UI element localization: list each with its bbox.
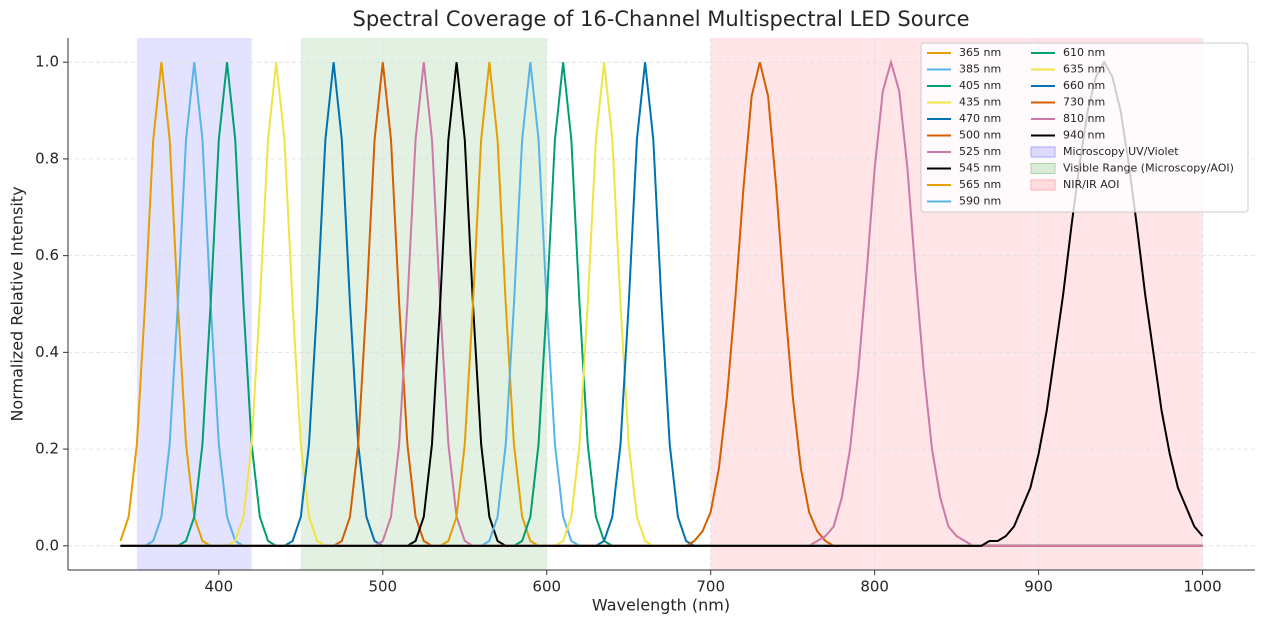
x-tick-label: 400	[205, 578, 234, 596]
legend-label: 525 nm	[959, 145, 1001, 158]
y-tick-label: 0.6	[35, 246, 59, 264]
legend-label: 500 nm	[959, 129, 1001, 142]
legend-swatch	[1030, 179, 1056, 191]
legend-label: 565 nm	[959, 178, 1001, 191]
spectrum-line	[120, 62, 1203, 547]
y-tick-label: 0.8	[35, 149, 59, 167]
spectrum-line	[120, 61, 1203, 547]
legend: 365 nm 385 nm 405 nm 435 nm 470 nm 500 nm 525 …	[920, 42, 1249, 213]
spectrum-line	[120, 62, 1203, 547]
spectrum-line	[120, 62, 1203, 547]
y-tick-label: 0.0	[35, 536, 59, 554]
legend-label: 590 nm	[959, 195, 1001, 208]
legend-label: 365 nm	[959, 46, 1001, 59]
legend-label: 610 nm	[1063, 46, 1105, 59]
legend-label: 730 nm	[1063, 96, 1105, 109]
spectrum-line	[120, 62, 1203, 547]
x-tick-label: 500	[368, 578, 397, 596]
spectrum-line	[120, 62, 1203, 547]
chart-title: Spectral Coverage of 16-Channel Multispe…	[352, 7, 969, 31]
legend-label: 545 nm	[959, 162, 1001, 175]
spectrum-line	[120, 62, 1203, 547]
legend-label: Visible Range (Microscopy/AOI)	[1063, 162, 1234, 175]
x-axis-label: Wavelength (nm)	[592, 596, 730, 615]
x-tick-label: 900	[1024, 578, 1053, 596]
x-tick-label: 700	[696, 578, 725, 596]
y-tick-label: 0.4	[35, 343, 59, 361]
legend-label: 470 nm	[959, 112, 1001, 125]
legend-label: 940 nm	[1063, 129, 1105, 142]
spectrum-line	[120, 62, 1203, 547]
y-tick-label: 0.2	[35, 440, 59, 458]
legend-label: NIR/IR AOI	[1063, 178, 1119, 191]
legend-label: 660 nm	[1063, 79, 1105, 92]
legend-label: 635 nm	[1063, 63, 1105, 76]
spectrum-line	[120, 62, 1203, 547]
spectrum-line	[120, 62, 1203, 547]
x-tick-label: 1000	[1183, 578, 1221, 596]
spectrum-line	[119, 62, 1203, 547]
y-tick-label: 1.0	[35, 53, 59, 71]
legend-label: 435 nm	[959, 96, 1001, 109]
spectrum-line	[120, 62, 1203, 547]
spectrum-line	[120, 62, 1203, 547]
spectrum-line	[120, 62, 1203, 547]
legend-swatch	[1030, 163, 1056, 174]
x-tick-label: 800	[860, 578, 889, 596]
spectrum-line	[120, 58, 1203, 547]
shaded-region	[136, 38, 252, 570]
legend-box	[920, 42, 1249, 213]
legend-label: 385 nm	[959, 63, 1001, 76]
legend-label: 405 nm	[959, 79, 1001, 92]
legend-swatch	[1030, 146, 1056, 158]
legend-label: Microscopy UV/Violet	[1063, 145, 1179, 158]
x-tick-label: 600	[532, 578, 561, 596]
shaded-region	[300, 38, 547, 570]
legend-label: 810 nm	[1063, 112, 1105, 125]
y-axis-label: Normalized Relative Intensity	[8, 186, 27, 421]
